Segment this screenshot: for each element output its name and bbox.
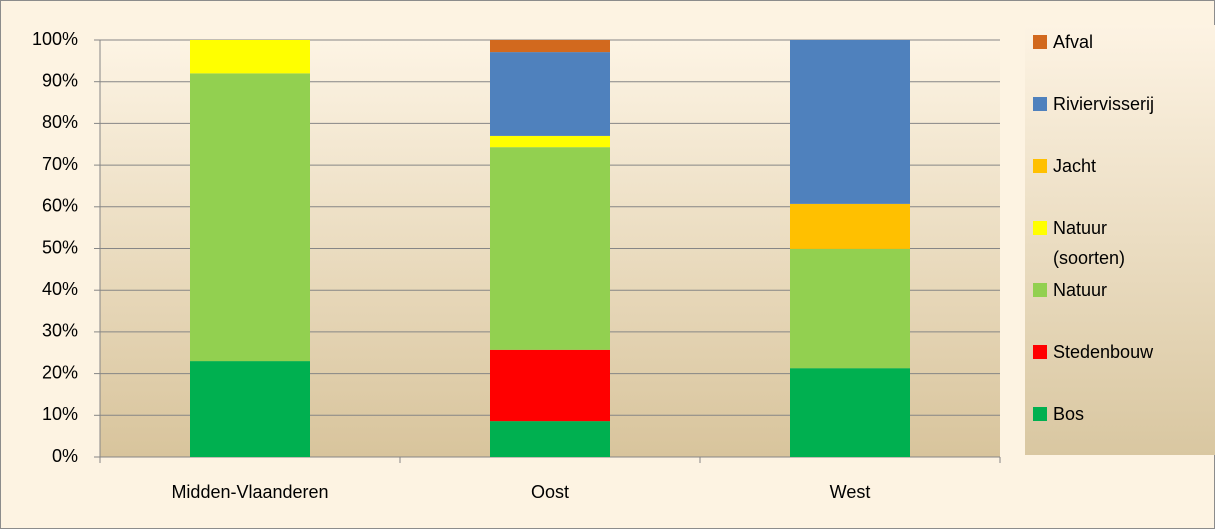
x-tick-label: Midden-Vlaanderen (171, 482, 328, 502)
y-tick-label: 20% (42, 362, 78, 382)
x-tick-label: Oost (531, 482, 569, 502)
bar-segment (490, 52, 610, 136)
x-tick-label: West (830, 482, 871, 502)
legend-item: Stedenbouw (1033, 337, 1213, 367)
y-tick-label: 40% (42, 279, 78, 299)
legend-label: Jacht (1053, 156, 1097, 176)
legend-swatch (1033, 345, 1047, 359)
legend-swatch (1033, 159, 1047, 173)
legend-swatch (1033, 407, 1047, 421)
y-tick-label: 60% (42, 196, 78, 216)
bar-segment (490, 421, 610, 457)
bar-segment (790, 248, 910, 369)
y-tick-label: 90% (42, 70, 78, 90)
legend-label: Natuur (1053, 280, 1108, 300)
legend-item: Jacht (1033, 151, 1213, 181)
y-tick-label: 30% (42, 321, 78, 341)
bar-segment (490, 40, 610, 53)
legend-item: Natuur (1033, 275, 1213, 305)
legend: Afval Riviervisserij Jacht Natuur (soorten)… (1025, 25, 1215, 455)
legend-swatch (1033, 97, 1047, 111)
y-tick-label: 70% (42, 154, 78, 174)
y-tick-label: 10% (42, 404, 78, 424)
bar-segment (190, 40, 310, 74)
y-tick-label: 0% (52, 446, 78, 466)
legend-swatch (1033, 35, 1047, 49)
bar-segment (190, 361, 310, 457)
legend-label: Bos (1053, 404, 1085, 424)
legend-label: Natuur (soorten) (1053, 218, 1126, 268)
legend-item: Afval (1033, 27, 1213, 57)
legend-label: Riviervisserij (1053, 94, 1155, 114)
legend-item: Riviervisserij (1033, 89, 1213, 119)
bar-segment (490, 147, 610, 350)
legend-item: Natuur (soorten) (1033, 213, 1213, 273)
bar-segment (790, 368, 910, 457)
bar-segment (790, 40, 910, 204)
bar-segment (490, 349, 610, 422)
y-tick-label: 80% (42, 112, 78, 132)
y-tick-label: 50% (42, 237, 78, 257)
legend-swatch (1033, 221, 1047, 235)
bar-segment (490, 135, 610, 148)
legend-swatch (1033, 283, 1047, 297)
legend-label: Stedenbouw (1053, 342, 1154, 362)
bar-segment (790, 203, 910, 249)
bar-segment (190, 73, 310, 362)
y-tick-label: 100% (32, 29, 78, 49)
legend-label: Afval (1053, 32, 1094, 52)
legend-item: Bos (1033, 399, 1213, 429)
